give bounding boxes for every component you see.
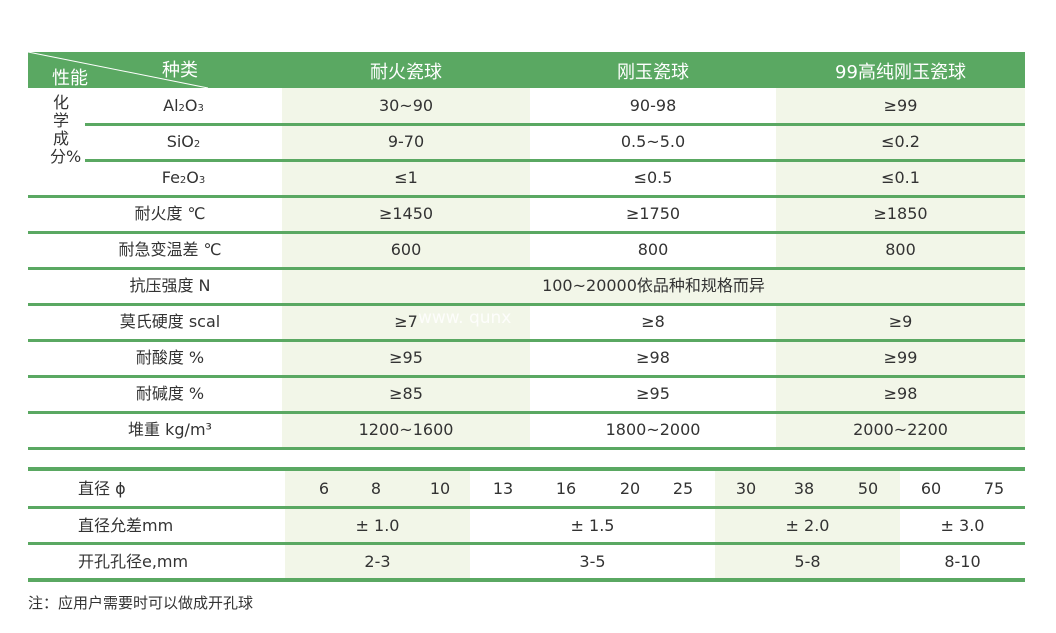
hole-value: 5-8 bbox=[794, 552, 821, 571]
table-cell: 0.5~5.0 bbox=[620, 132, 686, 151]
footnote: 注：应用户需要时可以做成开孔球 bbox=[28, 594, 254, 612]
tolerance-label: 直径允差mm bbox=[78, 516, 174, 535]
table-cell: 1800~2000 bbox=[605, 420, 701, 439]
table-cell: ≥7 bbox=[394, 312, 418, 331]
table-cell: ≥99 bbox=[883, 96, 918, 115]
table-cell: 600 bbox=[390, 240, 422, 259]
table-cell: ≤1 bbox=[394, 168, 418, 187]
table-cell: ≥1850 bbox=[873, 204, 928, 223]
column-shade bbox=[285, 470, 470, 580]
corner-top-label: 种类 bbox=[162, 60, 198, 81]
table-cell: ≥85 bbox=[389, 384, 423, 403]
table-cell: ≤0.1 bbox=[881, 168, 920, 187]
table-header bbox=[28, 52, 1025, 88]
tolerance-value: ± 3.0 bbox=[940, 516, 985, 535]
table-cell-span: 100~20000依品种和规格而异 bbox=[542, 276, 765, 295]
row-divider bbox=[28, 542, 1025, 545]
tolerance-value: ± 1.5 bbox=[570, 516, 615, 535]
table-cell: ≤0.2 bbox=[881, 132, 920, 151]
table-row-label: 耐火度 ℃ bbox=[134, 204, 206, 223]
diameter-value: 50 bbox=[857, 479, 879, 498]
diameter-value: 10 bbox=[429, 479, 451, 498]
table-cell: ≥95 bbox=[636, 384, 670, 403]
column-header: 刚玉瓷球 bbox=[617, 62, 689, 83]
table-cell: ≥1450 bbox=[378, 204, 434, 223]
diameter-value: 30 bbox=[735, 479, 757, 498]
row-divider bbox=[85, 159, 1025, 162]
hole-value: 3-5 bbox=[579, 552, 606, 571]
diameter-value: 16 bbox=[555, 479, 577, 498]
table-cell: ≥98 bbox=[636, 348, 670, 367]
column-header: 99高纯刚玉瓷球 bbox=[835, 62, 966, 83]
chem-row-label: SiO2 bbox=[166, 132, 201, 151]
column-shade bbox=[715, 470, 900, 580]
row-divider bbox=[28, 411, 1025, 414]
diameter-value: 38 bbox=[793, 479, 815, 498]
row-divider bbox=[28, 447, 1025, 450]
column-header: 耐火瓷球 bbox=[370, 62, 442, 83]
diameter-label: 直径 ϕ bbox=[78, 479, 126, 498]
row-divider bbox=[28, 267, 1025, 270]
table-cell: ≥99 bbox=[883, 348, 918, 367]
hole-label: 开孔孔径e,mm bbox=[78, 552, 189, 571]
table-cell: ≥98 bbox=[883, 384, 918, 403]
table-cell: 800 bbox=[885, 240, 916, 259]
hole-value: 8-10 bbox=[944, 552, 981, 571]
watermark: www. qunx bbox=[418, 308, 512, 328]
table-cell: 1200~1600 bbox=[358, 420, 454, 439]
table-cell: ≤0.5 bbox=[633, 168, 673, 187]
table-cell: ≥95 bbox=[389, 348, 423, 367]
chem-group-label: 化学成分% bbox=[50, 93, 82, 166]
diameter-value: 60 bbox=[920, 479, 942, 498]
table-row-label: 堆重 kg/m³ bbox=[128, 420, 212, 439]
row-divider bbox=[28, 375, 1025, 378]
table-row-label: 耐酸度 % bbox=[135, 348, 205, 367]
row-shade bbox=[282, 268, 1025, 304]
table-cell: ≥1750 bbox=[625, 204, 681, 223]
diameter-value: 6 bbox=[318, 479, 330, 498]
diameter-value: 13 bbox=[492, 479, 514, 498]
table-row-label: 耐碱度 % bbox=[135, 384, 205, 403]
corner-bottom-label: 性能 bbox=[52, 68, 88, 89]
row-divider bbox=[28, 231, 1025, 234]
table-cell: ≥9 bbox=[888, 312, 913, 331]
row-divider bbox=[28, 303, 1025, 306]
row-divider bbox=[28, 339, 1025, 342]
diameter-value: 8 bbox=[370, 479, 382, 498]
chem-row-label: Fe2O3 bbox=[161, 168, 206, 187]
tolerance-value: ± 2.0 bbox=[785, 516, 830, 535]
tolerance-value: ± 1.0 bbox=[355, 516, 400, 535]
row-divider bbox=[28, 195, 1025, 198]
table-cell: 800 bbox=[637, 240, 669, 259]
table-cell: 9-70 bbox=[387, 132, 425, 151]
table-row-label: 抗压强度 N bbox=[129, 276, 211, 295]
table-row-label: 莫氏硬度 scal bbox=[119, 312, 221, 331]
chem-row-label: Al2O3 bbox=[163, 96, 204, 115]
table-row-label: 耐急变温差 ℃ bbox=[118, 240, 222, 259]
row-divider bbox=[28, 506, 1025, 509]
hole-value: 2-3 bbox=[364, 552, 391, 571]
table-cell: 2000~2200 bbox=[853, 420, 948, 439]
diameter-value: 25 bbox=[672, 479, 694, 498]
table2-bottom-rule bbox=[28, 578, 1025, 582]
diameter-value: 20 bbox=[619, 479, 641, 498]
table-cell: 30~90 bbox=[378, 96, 434, 115]
diameter-value: 75 bbox=[983, 479, 1005, 498]
table-cell: ≥8 bbox=[641, 312, 665, 331]
table2-top-rule bbox=[28, 467, 1025, 471]
corner-diagonal bbox=[28, 51, 209, 89]
table-cell: 90-98 bbox=[629, 96, 677, 115]
row-divider bbox=[85, 123, 1025, 126]
